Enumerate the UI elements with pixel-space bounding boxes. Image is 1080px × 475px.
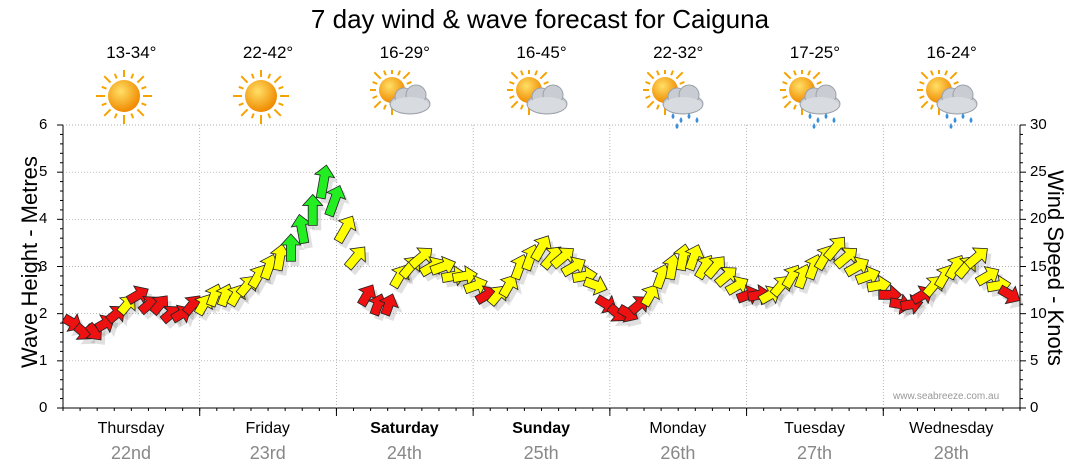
y-tick-label-left: 5 [39, 163, 48, 181]
wind-arrow [498, 274, 519, 299]
y-tick-label-right: 20 [1030, 210, 1047, 228]
day-temp-range: 16-45° [516, 43, 567, 62]
day-temp-range: 17-25° [789, 43, 841, 62]
wind-arrow [549, 247, 574, 270]
partly-cloudy-icon [503, 65, 577, 130]
day-name-label: Wednesday [909, 420, 994, 437]
wind-arrow [343, 246, 366, 271]
showers-icon [776, 65, 850, 130]
y-tick-label-left: 0 [39, 399, 48, 416]
y-tick-label-right: 15 [1030, 257, 1047, 275]
y-tick-label-left: 4 [39, 210, 48, 228]
showers-icon [913, 65, 987, 130]
y-tick-label-right: 30 [1030, 116, 1047, 133]
day-date-label: 27th [797, 443, 833, 463]
y-tick-label-left: 6 [39, 116, 48, 133]
day-date-label: 26th [660, 443, 696, 463]
wind-arrow [408, 247, 433, 270]
wind-arrows [61, 164, 1024, 345]
wind-arrow [582, 275, 608, 296]
day-name-label: Thursday [97, 420, 165, 437]
y-tick-label-right: 25 [1030, 163, 1047, 181]
day-date-label: 28th [933, 443, 969, 463]
wind-arrow [280, 233, 302, 262]
sunny-icon [96, 68, 166, 130]
day-temp-range: 16-29° [379, 43, 430, 62]
wind-arrow [997, 284, 1021, 305]
sunny-icon [233, 68, 303, 130]
wind-arrow [301, 193, 324, 226]
wind-arrow [378, 293, 400, 317]
day-temp-range: 22-42° [242, 43, 294, 62]
day-temp-range: 16-24° [926, 43, 977, 62]
y-tick-label-left: 1 [39, 351, 48, 369]
day-temp-range: 13-34° [106, 43, 157, 62]
day-date-label: 25th [523, 443, 559, 463]
wind-arrow [833, 247, 858, 270]
day-name-label: Sunday [512, 420, 571, 437]
wind-arrow [324, 184, 347, 218]
day-date-label: 23rd [249, 443, 286, 463]
y-tick-label-left: 3 [39, 257, 48, 275]
y-tick-label-right: 5 [1030, 351, 1039, 369]
y-tick-label-right: 10 [1030, 304, 1047, 322]
day-date-label: 24th [386, 443, 422, 463]
partly-cloudy-icon [366, 65, 440, 130]
day-name-label: Monday [649, 420, 707, 437]
wind-arrow [963, 247, 988, 270]
day-date-label: 22nd [110, 443, 152, 463]
y-tick-label-left: 2 [39, 304, 48, 322]
y-tick-label-right: 0 [1030, 399, 1039, 416]
wind-arrow [125, 285, 149, 305]
wind-arrow [333, 215, 357, 245]
day-name-label: Friday [245, 420, 290, 437]
wind-arrow [640, 284, 660, 308]
day-name-label: Tuesday [784, 420, 845, 437]
chart-title: 7 day wind & wave forecast for Caiguna [310, 4, 770, 34]
day-temp-range: 22-32° [653, 43, 704, 62]
credit-text: www.seabreeze.com.au [893, 391, 1000, 402]
day-name-label: Saturday [370, 420, 439, 437]
wind-arrow [313, 164, 336, 200]
